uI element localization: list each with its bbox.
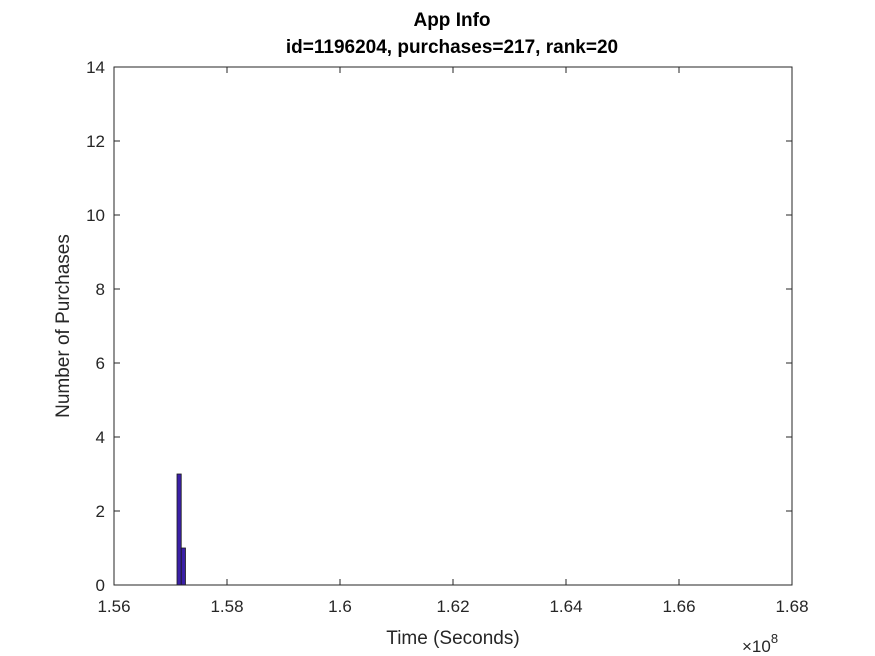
x-axis-exponent-power: 8 [771,631,778,646]
y-tick-label: 2 [96,502,105,521]
x-tick-label: 1.58 [210,597,243,616]
y-tick-label: 8 [96,280,105,299]
x-tick-label: 1.6 [328,597,352,616]
y-tick-label: 14 [86,58,105,77]
x-tick-label: 1.62 [436,597,469,616]
y-axis: 0 2 4 6 8 10 12 14 [86,58,792,595]
chart-title: App Info [413,10,490,31]
y-tick-label: 6 [96,354,105,373]
x-tick-label: 1.68 [775,597,808,616]
y-tick-label: 4 [96,428,105,447]
x-tick-label: 1.56 [97,597,130,616]
histogram-bar [180,547,186,586]
x-axis: 1.56 1.58 1.6 1.62 1.64 1.66 1.68 [97,67,809,616]
y-tick-label: 12 [86,132,105,151]
histogram-bar [176,473,182,586]
y-tick-label: 0 [96,576,105,595]
x-axis-exponent-base: ×10 [742,637,771,656]
x-tick-label: 1.66 [662,597,695,616]
chart-subtitle: id=1196204, purchases=217, rank=20 [286,37,618,58]
x-axis-exponent: ×108 [742,631,778,656]
bars-group [176,473,186,586]
y-tick-label: 10 [86,206,105,225]
y-axis-label: Number of Purchases [53,234,74,418]
x-axis-label: Time (Seconds) [386,628,519,649]
x-tick-label: 1.64 [549,597,582,616]
plot-area-frame [113,66,793,586]
